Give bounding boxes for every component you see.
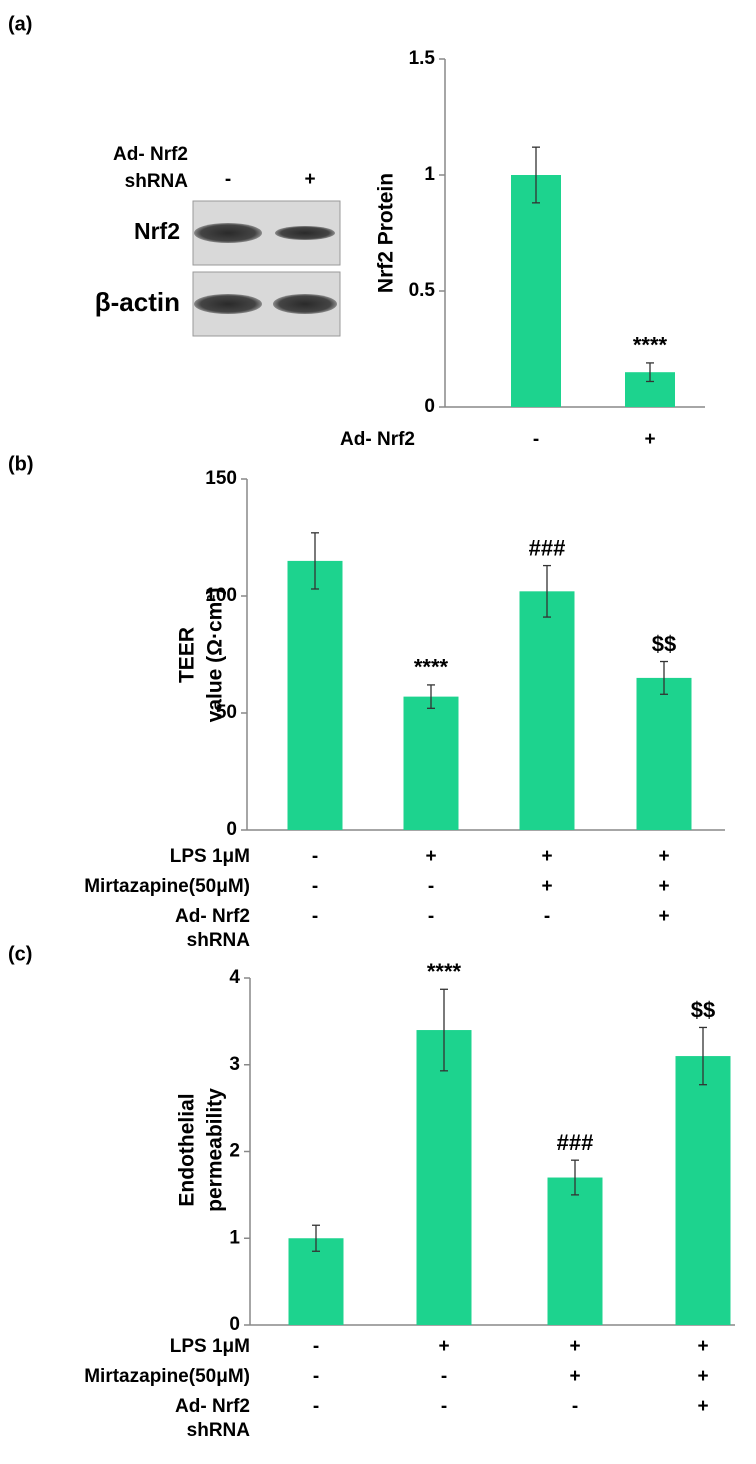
condition-sign: -: [312, 846, 318, 867]
bar: [404, 697, 459, 830]
blot-lane: -: [225, 169, 231, 190]
blot-band: [275, 226, 335, 240]
condition-sign: -: [313, 1396, 319, 1417]
condition-label: Ad- Nrf2: [340, 429, 415, 450]
condition-label: shRNA: [187, 1420, 251, 1441]
condition-label: Mirtazapine(50μM): [84, 1366, 250, 1387]
condition-sign: -: [313, 1366, 319, 1387]
condition-sign: -: [313, 1336, 319, 1357]
panel-label: (a): [8, 13, 32, 35]
condition-sign: -: [441, 1396, 447, 1417]
panel-label: (b): [8, 453, 34, 475]
condition-sign: +: [541, 876, 552, 897]
condition-sign: +: [569, 1336, 580, 1357]
blot-band: [273, 294, 337, 314]
y-tick-label: 2: [229, 1141, 240, 1162]
significance-label: ###: [557, 1130, 594, 1155]
condition-sign: +: [644, 429, 655, 450]
condition-sign: -: [441, 1366, 447, 1387]
condition-sign: +: [541, 846, 552, 867]
blot-band: [194, 223, 262, 243]
condition-label: LPS 1μM: [170, 1336, 250, 1357]
bar: [288, 561, 343, 830]
significance-label: ****: [414, 655, 449, 680]
significance-label: $$: [691, 997, 715, 1022]
condition-label: shRNA: [187, 930, 251, 951]
western-blot: Ad- Nrf2 shRNA - + Nrf2 β-actin: [95, 144, 340, 336]
y-tick-label: 0: [229, 1314, 240, 1335]
blot-band: [194, 294, 262, 314]
significance-label: $$: [652, 631, 676, 656]
bar: [511, 175, 561, 407]
y-tick-label: 1: [229, 1227, 240, 1248]
blot-lane: +: [304, 169, 315, 190]
blot-header: shRNA: [125, 171, 189, 192]
panel-label: (c): [8, 943, 32, 965]
y-tick-label: 1.5: [409, 48, 436, 69]
y-axis-label: value (Ω·cm²): [204, 588, 227, 723]
condition-sign: +: [438, 1336, 449, 1357]
condition-label: Ad- Nrf2: [175, 906, 250, 927]
condition-sign: +: [697, 1336, 708, 1357]
y-tick-label: 0: [226, 819, 237, 840]
blot-row-label: Nrf2: [134, 218, 180, 244]
y-tick-label: 1: [424, 164, 435, 185]
bar: [417, 1030, 472, 1325]
y-tick-label: 0.5: [409, 280, 436, 301]
condition-sign: -: [428, 876, 434, 897]
condition-sign: -: [428, 906, 434, 927]
y-axis-label: Nrf2 Protein: [375, 173, 398, 293]
condition-sign: +: [425, 846, 436, 867]
y-tick-label: 150: [205, 468, 237, 489]
y-tick-label: 0: [424, 396, 435, 417]
figure: Ad- Nrf2 shRNA - + Nrf2 β-actin (a) 0 0.5 1…: [0, 0, 756, 1459]
y-axis-label: TEER: [176, 627, 199, 683]
condition-sign: +: [658, 846, 669, 867]
condition-label: Mirtazapine(50μM): [84, 876, 250, 897]
y-tick-label: 4: [229, 967, 240, 988]
condition-sign: -: [312, 906, 318, 927]
condition-label: Ad- Nrf2: [175, 1396, 250, 1417]
condition-sign: +: [697, 1366, 708, 1387]
condition-sign: +: [658, 876, 669, 897]
condition-sign: +: [569, 1366, 580, 1387]
blot-header: Ad- Nrf2: [113, 144, 188, 165]
condition-sign: +: [658, 906, 669, 927]
condition-sign: -: [533, 429, 539, 450]
condition-sign: -: [572, 1396, 578, 1417]
y-tick-label: 3: [229, 1054, 240, 1075]
bar: [520, 591, 575, 830]
condition-sign: -: [544, 906, 550, 927]
y-axis-label: Endothelial: [176, 1093, 199, 1206]
significance-label: ****: [427, 959, 462, 984]
condition-sign: +: [697, 1396, 708, 1417]
blot-row-label: β-actin: [95, 287, 180, 317]
bar: [676, 1056, 731, 1325]
page: Ad- Nrf2 shRNA - + Nrf2 β-actin (a) 0 0.5 1…: [0, 0, 756, 1459]
bar: [548, 1178, 603, 1325]
condition-sign: -: [312, 876, 318, 897]
y-axis-label: permeability: [204, 1088, 227, 1212]
bar: [637, 678, 692, 830]
significance-label: ****: [633, 333, 668, 358]
significance-label: ###: [529, 535, 566, 560]
condition-label: LPS 1μM: [170, 846, 250, 867]
